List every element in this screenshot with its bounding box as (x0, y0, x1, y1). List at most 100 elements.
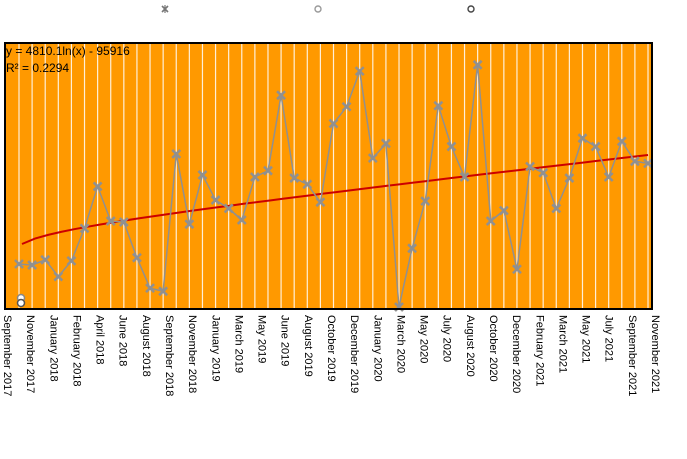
data-point (328, 118, 339, 129)
data-point-stroke (197, 169, 208, 180)
data-point-stroke (472, 59, 483, 70)
data-point-stroke (66, 255, 77, 266)
data-point-stroke (590, 141, 601, 152)
x-tick-label: December 2020 (510, 315, 522, 393)
data-point-stroke (118, 217, 129, 227)
data-point (459, 172, 470, 182)
data-point-stroke (525, 161, 535, 172)
data-point (171, 149, 182, 159)
data-point (354, 66, 365, 77)
x-tick-label: January 2019 (209, 315, 221, 382)
data-point-stroke (380, 138, 391, 149)
plot-border (4, 42, 653, 310)
data-point (79, 223, 90, 234)
data-point (53, 271, 64, 282)
data-point (603, 172, 614, 182)
data-point-stroke (223, 203, 234, 214)
data-point (210, 195, 221, 205)
data-point-stroke (577, 133, 588, 144)
x-tick-label: August 2019 (302, 315, 314, 377)
x-tick-label: January 2018 (47, 315, 59, 382)
data-point (433, 100, 444, 111)
data-point-stroke (485, 216, 496, 226)
data-point (472, 59, 483, 70)
x-tick-label: May 2019 (256, 315, 268, 363)
legend-x-marker (161, 5, 169, 13)
data-point (525, 161, 535, 172)
x-tick-label: August 2018 (140, 315, 152, 377)
x-tick-label: February 2021 (533, 315, 545, 387)
origin-circle-marker (16, 298, 26, 308)
data-point-stroke (407, 243, 418, 254)
data-point (158, 286, 169, 297)
data-point-stroke (289, 173, 300, 183)
data-point-stroke (92, 181, 103, 192)
data-point-stroke (367, 153, 378, 164)
x-tick-label: August 2020 (464, 315, 476, 377)
x-tick-label: March 2019 (232, 315, 244, 373)
data-point (92, 181, 103, 192)
data-point-stroke (158, 286, 169, 297)
legend-circle-marker (314, 5, 322, 13)
data-point (629, 156, 640, 167)
data-point (249, 172, 260, 182)
data-point (643, 158, 653, 169)
data-point-stroke (603, 172, 614, 182)
data-point-stroke (354, 66, 365, 77)
data-point (512, 264, 522, 275)
data-point-stroke (328, 118, 339, 129)
x-tick-label: May 2021 (580, 315, 592, 363)
data-point-stroke (341, 101, 352, 112)
data-point (276, 90, 287, 101)
data-point (145, 283, 155, 294)
x-tick-label: March 2021 (556, 315, 568, 373)
data-point (27, 260, 38, 270)
x-tick-label: September 2017 (1, 315, 13, 396)
data-point (485, 216, 496, 226)
x-tick-label: November 2021 (649, 315, 661, 393)
data-point (577, 133, 588, 144)
data-point (184, 219, 195, 230)
x-tick-label: December 2019 (348, 315, 360, 393)
data-point-stroke (512, 264, 522, 275)
legend (161, 5, 475, 13)
data-point-stroke (459, 172, 470, 182)
data-point (551, 203, 562, 214)
data-point-stroke (498, 205, 509, 216)
data-point (236, 215, 247, 225)
data-point (197, 169, 208, 180)
data-point (590, 141, 601, 152)
data-point (341, 101, 352, 112)
data-point (118, 217, 129, 227)
data-point (315, 197, 326, 208)
data-point (616, 136, 627, 147)
x-tick-label: September 2018 (163, 315, 175, 396)
x-tick-label: June 2019 (279, 315, 291, 366)
x-tick-label: September 2021 (626, 315, 638, 396)
data-point (538, 167, 549, 178)
data-point-stroke (302, 179, 313, 190)
data-point (40, 254, 51, 265)
data-point-stroke (184, 219, 195, 230)
plot-area (5, 43, 652, 309)
data-point-stroke (27, 260, 38, 270)
trendline-equation: y = 4810.1ln(x) - 95916 (6, 44, 130, 58)
data-point (302, 179, 313, 190)
data-point-stroke (564, 173, 575, 183)
data-point-stroke (446, 141, 457, 152)
series-markers (14, 59, 653, 312)
data-point-stroke (249, 172, 260, 182)
data-point-stroke (53, 271, 64, 282)
data-point-stroke (643, 158, 653, 169)
x-tick-label: November 2018 (186, 315, 198, 393)
x-axis-tick-labels: September 2017 November 2017 January 2018 F… (1, 315, 661, 396)
data-point (498, 205, 509, 216)
data-point (132, 252, 142, 263)
trendline-r-squared: R² = 0.2294 (6, 61, 69, 75)
data-point-stroke (420, 196, 431, 207)
data-point-stroke (551, 203, 562, 214)
data-point (105, 216, 116, 226)
data-point-stroke (145, 283, 155, 294)
data-point-stroke (616, 136, 627, 147)
